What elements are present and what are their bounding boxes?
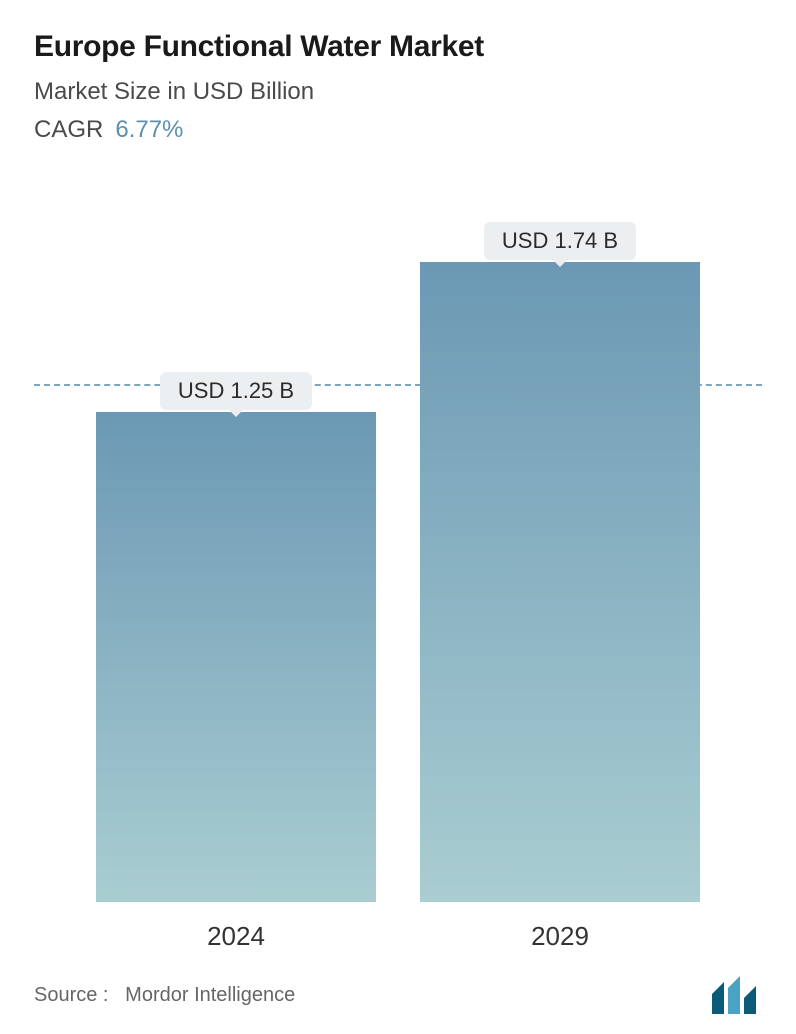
bar-0 [96,412,376,902]
bar-col-0: USD 1.25 B [96,372,376,902]
value-badge-0: USD 1.25 B [160,372,312,410]
chart-subtitle: Market Size in USD Billion [34,78,762,106]
bar-col-1: USD 1.74 B [420,222,700,902]
logo-bar-2 [728,976,740,1014]
source-line: Source : Mordor Intelligence [34,984,295,1007]
footer: Source : Mordor Intelligence [34,970,762,1014]
chart-area: USD 1.25 B USD 1.74 B 2024 2029 [34,194,762,962]
bars-wrap: USD 1.25 B USD 1.74 B [34,194,762,902]
chart-title: Europe Functional Water Market [34,30,762,64]
cagr-label: CAGR [34,116,103,144]
brand-logo-icon [710,976,762,1014]
source-label: Source : [34,984,108,1006]
bar-1 [420,262,700,902]
logo-bar-1 [712,982,724,1014]
xlabel-0: 2024 [96,921,376,952]
chart-container: Europe Functional Water Market Market Si… [0,0,796,1034]
xlabel-1: 2029 [420,921,700,952]
x-axis-labels: 2024 2029 [34,921,762,952]
cagr-value: 6.77% [115,116,183,144]
value-badge-1: USD 1.74 B [484,222,636,260]
logo-bar-3 [744,986,756,1014]
source-name: Mordor Intelligence [125,984,295,1006]
cagr-row: CAGR 6.77% [34,116,762,144]
